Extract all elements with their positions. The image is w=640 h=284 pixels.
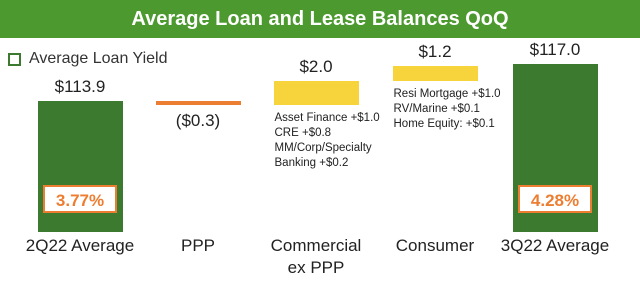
value-label: $1.2	[418, 42, 452, 62]
annotation: Asset Finance +$1.0	[274, 111, 380, 124]
annotation: RV/Marine +$0.1	[393, 102, 480, 115]
annotation: CRE +$0.8	[274, 126, 332, 139]
annotation: Home Equity: +$0.1	[393, 117, 495, 130]
bar	[392, 66, 478, 81]
value-label: $2.0	[299, 56, 333, 76]
bar	[155, 101, 241, 105]
legend-swatch	[8, 52, 21, 66]
x-tick-label: Consumer	[395, 236, 475, 255]
x-tick-label: 2Q22 Average	[25, 236, 135, 255]
bar	[273, 80, 359, 105]
x-tick-label: PPP	[180, 236, 216, 255]
value-label: ($0.3)	[175, 110, 221, 130]
annotation: Resi Mortgage +$1.0	[393, 87, 501, 100]
yield-label: 3.77%	[43, 185, 117, 213]
annotation: MM/Corp/Specialty Banking +$0.2	[274, 141, 372, 169]
yield-label: 4.28%	[518, 185, 592, 213]
value-label: $113.9	[54, 77, 106, 97]
chart-title: Average Loan and Lease Balances QoQ	[0, 0, 640, 38]
legend-label: Average Loan Yield	[29, 50, 168, 67]
x-tick-label: 3Q22 Average	[500, 236, 610, 255]
legend: Average Loan Yield	[8, 50, 167, 68]
value-label: $117.0	[529, 40, 581, 59]
x-tick-label: Commercial ex PPP	[270, 236, 362, 277]
